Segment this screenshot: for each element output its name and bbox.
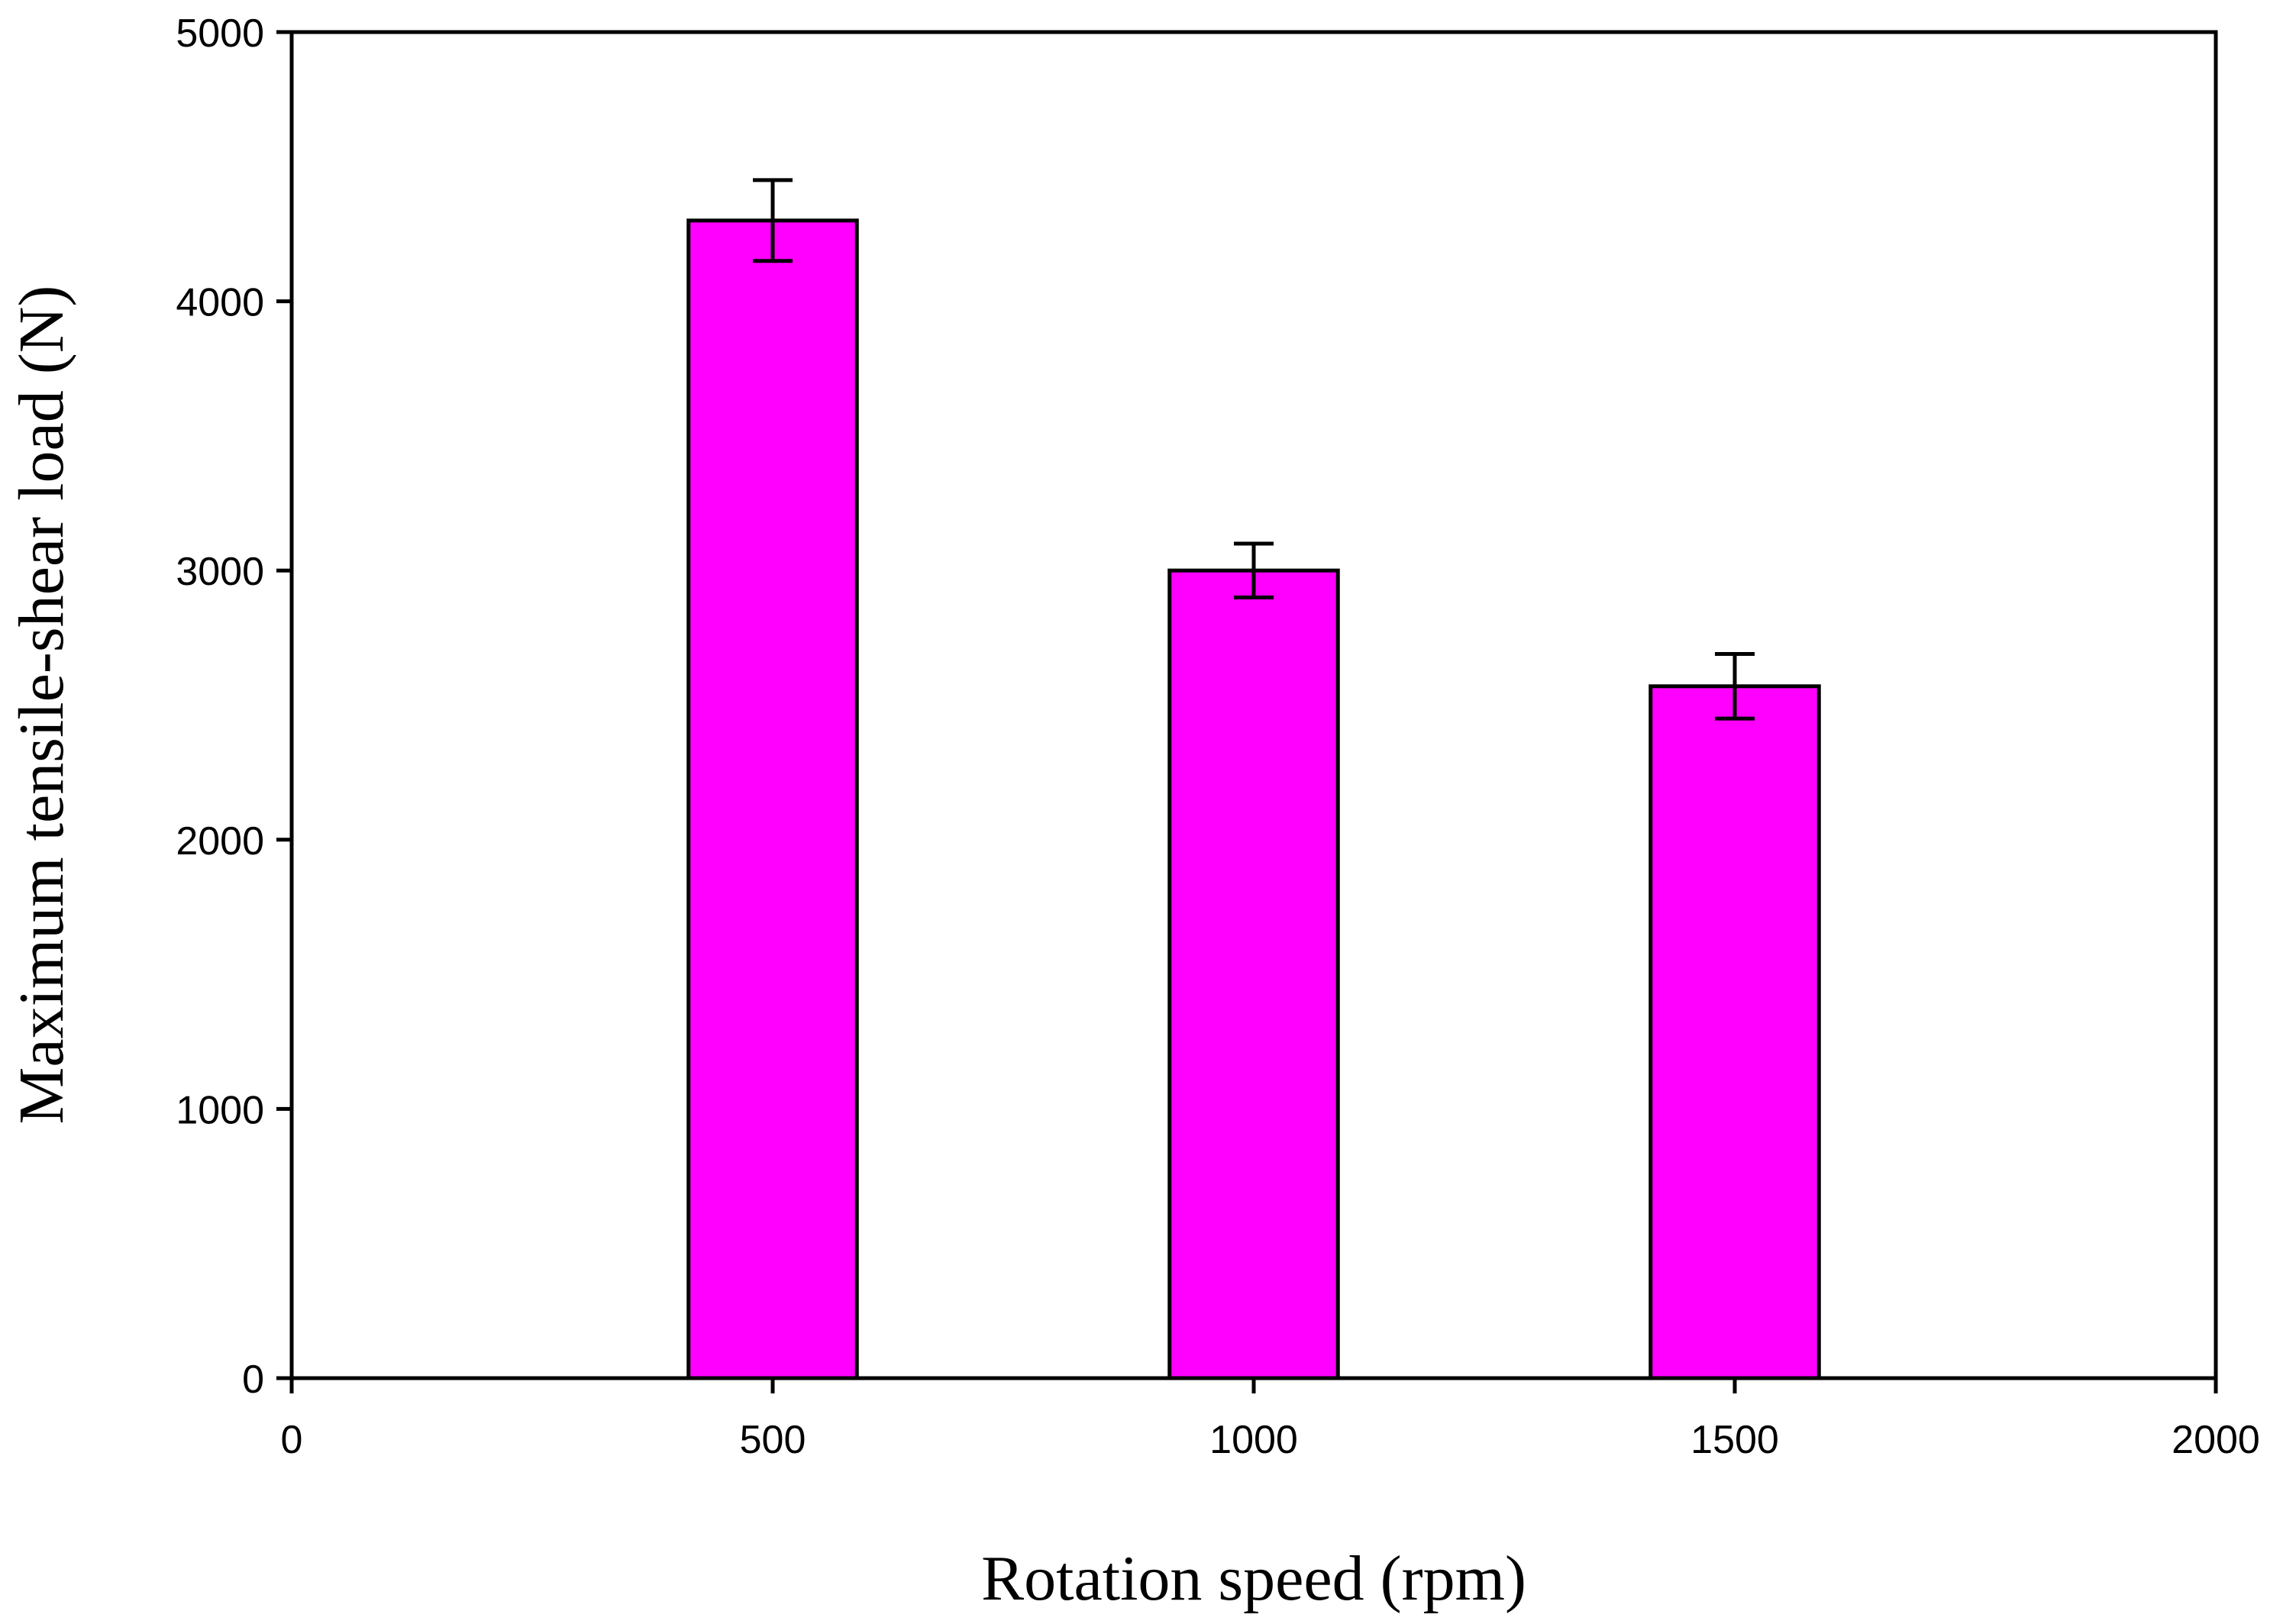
bar-500 <box>686 218 859 1380</box>
y-tick-label-4000: 4000 <box>176 281 264 325</box>
x-axis: 0 500 1000 1500 2000 <box>281 1378 2260 1462</box>
x-tick-label-1000: 1000 <box>1209 1418 1298 1462</box>
y-tick-label-2000: 2000 <box>176 819 264 864</box>
error-bar-500 <box>753 178 793 263</box>
x-axis-title: Rotation speed (rpm) <box>981 1543 1526 1614</box>
bar-1000 <box>1167 568 1340 1380</box>
y-axis: 0 1000 2000 3000 4000 5000 <box>176 11 292 1402</box>
y-axis-title: Maximum tensile-shear load (N) <box>6 286 77 1125</box>
error-bar-1000 <box>1234 541 1274 599</box>
y-tick-label-1000: 1000 <box>176 1088 264 1132</box>
x-tick-label-1500: 1500 <box>1690 1418 1779 1462</box>
x-tick-label-2000: 2000 <box>2172 1418 2260 1462</box>
y-tick-label-0: 0 <box>242 1358 264 1402</box>
x-tick-label-500: 500 <box>740 1418 806 1462</box>
bar-1500 <box>1648 684 1821 1380</box>
error-bars-layer <box>753 178 1755 721</box>
error-bar-1500 <box>1715 652 1755 721</box>
y-tick-label-3000: 3000 <box>176 550 264 594</box>
bars-layer <box>686 218 1821 1380</box>
y-tick-label-5000: 5000 <box>176 11 264 56</box>
x-tick-label-0: 0 <box>281 1418 303 1462</box>
